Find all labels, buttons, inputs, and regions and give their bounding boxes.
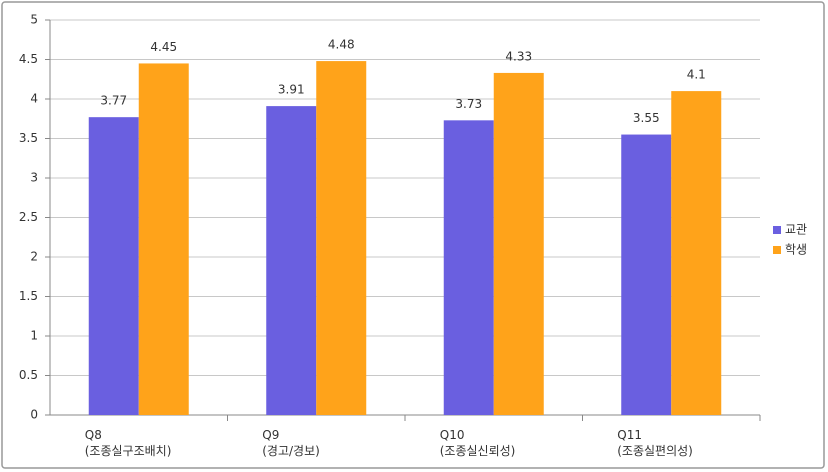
value-label: 3.73 (455, 97, 482, 111)
value-label: 3.55 (633, 111, 660, 125)
bar (443, 120, 494, 415)
value-label: 4.48 (328, 38, 355, 52)
bar (493, 72, 544, 416)
bar (316, 61, 367, 416)
legend-swatch (773, 226, 781, 234)
bar (621, 134, 672, 416)
legend-label: 학생 (785, 243, 807, 257)
x-tick-label: Q10 (조종실신뢰성) (439, 428, 516, 458)
y-tick-label: 0.5 (19, 368, 38, 382)
y-tick-label: 2 (30, 250, 38, 264)
value-label: 3.77 (100, 94, 127, 108)
value-label: 4.1 (687, 68, 706, 82)
bar (671, 91, 722, 415)
bar (266, 106, 317, 416)
y-tick-label: 1.5 (19, 289, 38, 303)
legend-swatch (773, 246, 781, 254)
x-tick-label: Q11 (조종실편의성) (617, 428, 693, 458)
value-label: 3.91 (278, 83, 305, 97)
legend-label: 교관 (785, 223, 807, 237)
y-tick-label: 5 (30, 13, 38, 27)
value-label: 4.45 (150, 40, 177, 54)
y-tick-label: 0 (30, 408, 38, 422)
y-tick-label: 3.5 (19, 131, 38, 145)
y-tick-label: 4.5 (19, 52, 38, 66)
x-tick-label: Q8 (조종실구조배치) (84, 428, 172, 458)
bar (88, 117, 139, 416)
value-label: 4.33 (505, 49, 532, 63)
y-tick-label: 1 (30, 329, 38, 343)
y-tick-label: 3 (30, 171, 38, 185)
bar (138, 63, 189, 415)
y-tick-label: 4 (30, 92, 38, 106)
y-tick-label: 2.5 (19, 210, 38, 224)
x-tick-label: Q9 (경고/경보) (262, 428, 320, 458)
